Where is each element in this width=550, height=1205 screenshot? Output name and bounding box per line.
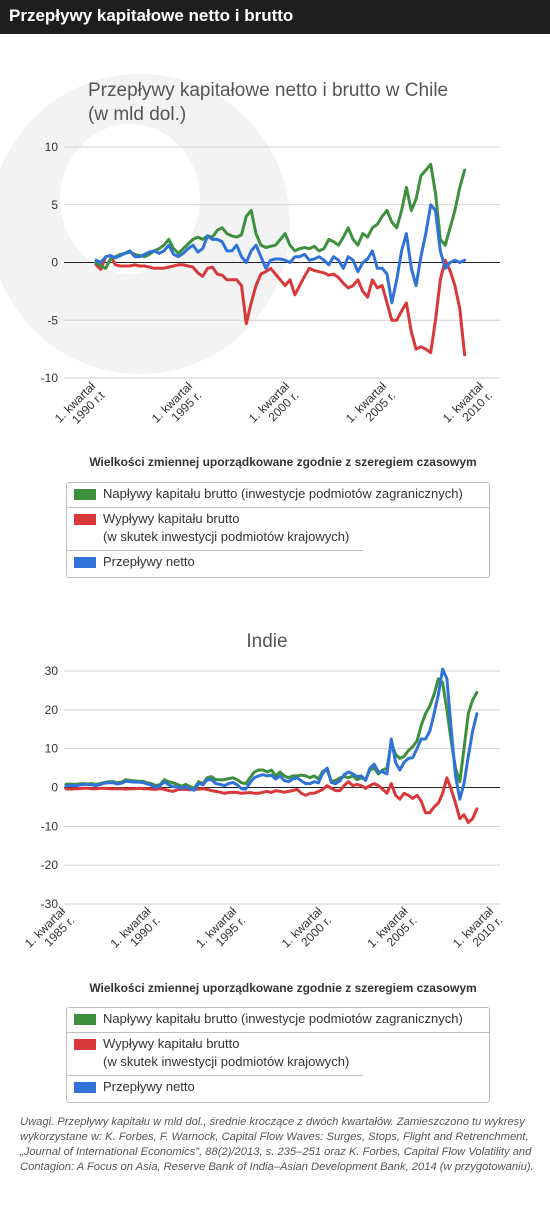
legend-india: Napływy kapitału brutto (inwestycje podm…	[66, 1007, 490, 1103]
legend-swatch-green	[74, 489, 96, 500]
legend-item-outflows: Wypływy kapitału brutto (w skutek inwest…	[67, 1033, 363, 1076]
page-title: Przepływy kapitałowe netto i brutto	[9, 6, 294, 25]
chart-title: Indie	[246, 631, 287, 652]
chart-subtitle: (w mld dol.)	[88, 104, 186, 125]
series-line-net	[64, 667, 479, 801]
legend-item-inflows: Napływy kapitału brutto (inwestycje podm…	[67, 1008, 489, 1033]
y-tick-label: 20	[45, 703, 59, 717]
y-tick-label: 10	[45, 140, 59, 154]
x-axis-label: Wielkości zmiennej uporządkowane zgodnie…	[89, 455, 476, 469]
y-tick-label: -20	[41, 858, 59, 872]
y-tick-label: 30	[45, 664, 59, 678]
legend-label: Napływy kapitału brutto (inwestycje podm…	[103, 1011, 463, 1026]
watermark-logo-inner	[60, 124, 200, 274]
y-tick-label: 0	[51, 781, 58, 795]
legend-label: Przepływy netto	[103, 1079, 195, 1094]
series-line-inflows	[94, 162, 467, 270]
y-tick-label: 5	[51, 198, 58, 212]
chart-title: Przepływy kapitałowe netto i brutto w Ch…	[88, 80, 448, 101]
legend-label-line2: (w skutek inwestycji podmiotów krajowych…	[103, 529, 350, 544]
legend-swatch-green	[74, 1014, 96, 1025]
y-tick-label: -10	[41, 371, 59, 385]
legend-swatch-red	[74, 1039, 96, 1050]
y-tick-label: 0	[51, 256, 58, 270]
legend-label-line2: (w skutek inwestycji podmiotów krajowych…	[103, 1054, 350, 1069]
chart-chile: Przepływy kapitałowe netto i brutto w Ch…	[41, 80, 500, 469]
legend-chile: Napływy kapitału brutto (inwestycje podm…	[66, 482, 490, 578]
legend-item-inflows: Napływy kapitału brutto (inwestycje podm…	[67, 483, 489, 508]
legend-item-net: Przepływy netto	[67, 551, 209, 575]
legend-item-outflows: Wypływy kapitału brutto (w skutek inwest…	[67, 508, 363, 551]
x-axis-label: Wielkości zmiennej uporządkowane zgodnie…	[89, 981, 476, 995]
y-tick-label: 10	[45, 742, 59, 756]
y-tick-label: -10	[41, 819, 59, 833]
series-line-inflows	[64, 677, 479, 790]
y-tick-label: -5	[47, 313, 58, 327]
legend-swatch-red	[74, 514, 96, 525]
header-bar: Przepływy kapitałowe netto i brutto	[0, 0, 550, 34]
series-line-outflows	[94, 254, 467, 357]
legend-item-net: Przepływy netto	[67, 1076, 209, 1100]
legend-swatch-blue	[74, 557, 96, 568]
series-line-net	[94, 203, 467, 305]
legend-swatch-blue	[74, 1082, 96, 1093]
series-line-outflows	[64, 776, 479, 824]
footnote: Uwagi. Przepływy kapitału w mld dol., śr…	[20, 1116, 534, 1173]
legend-label: Wypływy kapitału brutto	[103, 1036, 240, 1051]
legend-label: Napływy kapitału brutto (inwestycje podm…	[103, 486, 463, 501]
legend-label: Wypływy kapitału brutto	[103, 511, 240, 526]
legend-label: Przepływy netto	[103, 554, 195, 569]
y-tick-label: -30	[41, 897, 59, 911]
